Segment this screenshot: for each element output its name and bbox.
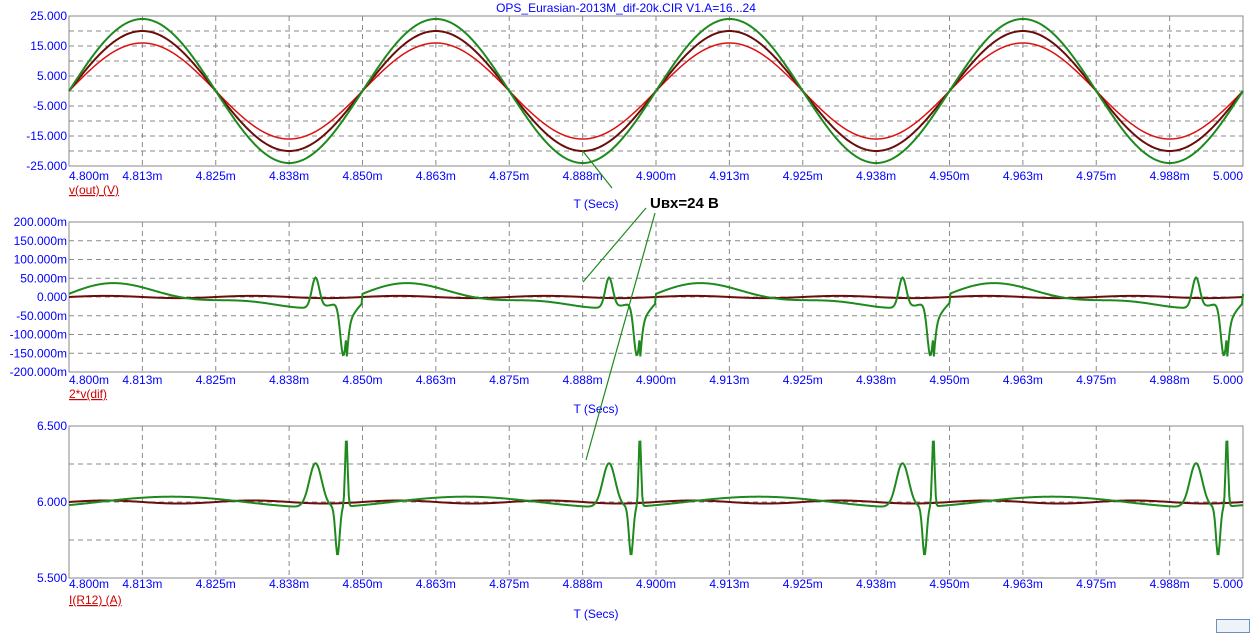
series-line-1 bbox=[68, 499, 1244, 505]
panel-3: 4.800m 4.813m 4.825m 4.838m 4.850m 4.863m 4.87… bbox=[37, 419, 1244, 621]
x-tick-label: 4.850m bbox=[342, 577, 382, 591]
y-tick-label: 50.000m bbox=[20, 271, 67, 285]
x-tick-label: 4.850m bbox=[342, 373, 382, 387]
x-tick-label: 4.900m bbox=[636, 577, 676, 591]
x-tick-label: 4.863m bbox=[416, 169, 456, 183]
x-tick-label: 4.963m bbox=[1003, 577, 1043, 591]
x-tick-label: 4.800m bbox=[69, 577, 109, 591]
annotation-label: Uвх=24 В bbox=[650, 195, 719, 212]
x-tick-label: 4.950m bbox=[929, 373, 969, 387]
x-tick-label: 5.000 bbox=[1213, 169, 1243, 183]
x-tick-label: 4.813m bbox=[122, 169, 162, 183]
x-tick-label: 4.925m bbox=[783, 169, 823, 183]
annotation-pointer bbox=[582, 207, 647, 283]
y-tick-label: 25.000 bbox=[30, 9, 67, 23]
x-tick-label: 4.913m bbox=[709, 169, 749, 183]
y-tick-label: -150.000m bbox=[10, 346, 67, 360]
x-tick-label: 4.888m bbox=[563, 169, 603, 183]
x-tick-label: 4.963m bbox=[1003, 169, 1043, 183]
x-tick-label: 4.963m bbox=[1003, 373, 1043, 387]
panel-2: 4.800m 4.813m 4.825m 4.838m 4.850m 4.863m 4.87… bbox=[10, 215, 1244, 416]
x-tick-label: 4.838m bbox=[269, 169, 309, 183]
y-tick-label: 5.000 bbox=[37, 69, 67, 83]
x-tick-label: 4.950m bbox=[929, 577, 969, 591]
trace-label: 2*v(dif) bbox=[69, 387, 107, 401]
series-line-3 bbox=[68, 17, 1244, 165]
trace-label: I(R12) (A) bbox=[69, 593, 122, 607]
x-tick-label: 4.938m bbox=[856, 373, 896, 387]
x-tick-label: 4.875m bbox=[489, 169, 529, 183]
y-tick-label: -200.000m bbox=[10, 365, 67, 379]
series-line-2 bbox=[68, 440, 1244, 556]
y-tick-label: -25.000 bbox=[26, 159, 67, 173]
x-tick-label: 4.813m bbox=[122, 373, 162, 387]
x-tick-label: 4.825m bbox=[196, 169, 236, 183]
x-tick-label: 4.800m bbox=[69, 373, 109, 387]
scroll-widget[interactable] bbox=[1216, 619, 1250, 633]
x-tick-label: 4.900m bbox=[636, 373, 676, 387]
x-tick-label: 4.913m bbox=[709, 577, 749, 591]
x-tick-label: 4.875m bbox=[489, 373, 529, 387]
y-tick-label: -100.000m bbox=[10, 328, 67, 342]
y-tick-label: 5.500 bbox=[37, 571, 67, 585]
y-tick-label: 6.500 bbox=[37, 419, 67, 433]
x-tick-label: 5.000 bbox=[1213, 577, 1243, 591]
y-tick-label: -15.000 bbox=[26, 129, 67, 143]
x-tick-label: 4.838m bbox=[269, 577, 309, 591]
x-tick-label: 4.900m bbox=[636, 169, 676, 183]
x-tick-label: 4.975m bbox=[1076, 373, 1116, 387]
y-tick-label: 150.000m bbox=[14, 234, 67, 248]
y-tick-label: 100.000m bbox=[14, 253, 67, 267]
x-tick-label: 4.888m bbox=[563, 577, 603, 591]
x-tick-label: 4.975m bbox=[1076, 169, 1116, 183]
x-tick-label: 4.938m bbox=[856, 169, 896, 183]
x-tick-label: 4.988m bbox=[1150, 169, 1190, 183]
y-tick-label: -50.000m bbox=[16, 309, 67, 323]
x-tick-label: 4.850m bbox=[342, 169, 382, 183]
y-tick-label: 6.000 bbox=[37, 495, 67, 509]
x-tick-label: 4.825m bbox=[196, 577, 236, 591]
annotation-pointer bbox=[581, 149, 613, 189]
x-tick-label: 4.888m bbox=[563, 373, 603, 387]
x-tick-label: 4.913m bbox=[709, 373, 749, 387]
y-tick-label: -5.000 bbox=[33, 99, 67, 113]
window-title: OPS_Eurasian-2013M_dif-20k.CIR V1.A=16..… bbox=[496, 1, 756, 15]
x-tick-label: 4.975m bbox=[1076, 577, 1116, 591]
x-tick-label: 4.863m bbox=[416, 577, 456, 591]
x-tick-label: 4.825m bbox=[196, 373, 236, 387]
panel-1: 4.800m 4.813m 4.825m 4.838m 4.850m 4.863m 4.87… bbox=[26, 9, 1244, 211]
x-tick-label: 4.838m bbox=[269, 373, 309, 387]
x-tick-label: 4.988m bbox=[1150, 577, 1190, 591]
trace-label: v(out) (V) bbox=[69, 183, 119, 197]
x-tick-label: 4.938m bbox=[856, 577, 896, 591]
x-tick-label: 4.800m bbox=[69, 169, 109, 183]
annotation: Uвх=24 В bbox=[581, 149, 719, 461]
x-axis-title: T (Secs) bbox=[573, 197, 618, 211]
y-tick-label: 0.000 bbox=[37, 290, 67, 304]
annotation-pointer bbox=[585, 212, 656, 461]
x-tick-label: 4.950m bbox=[929, 169, 969, 183]
series-line-2 bbox=[68, 276, 1244, 357]
x-axis-title: T (Secs) bbox=[573, 402, 618, 416]
y-tick-label: 15.000 bbox=[30, 39, 67, 53]
x-tick-label: 4.925m bbox=[783, 577, 823, 591]
x-tick-label: 4.925m bbox=[783, 373, 823, 387]
x-tick-label: 5.000 bbox=[1213, 373, 1243, 387]
x-tick-label: 4.813m bbox=[122, 577, 162, 591]
x-tick-label: 4.875m bbox=[489, 577, 529, 591]
y-tick-label: 200.000m bbox=[14, 215, 67, 229]
x-tick-label: 4.863m bbox=[416, 373, 456, 387]
x-tick-label: 4.988m bbox=[1150, 373, 1190, 387]
x-axis-title: T (Secs) bbox=[573, 607, 618, 621]
